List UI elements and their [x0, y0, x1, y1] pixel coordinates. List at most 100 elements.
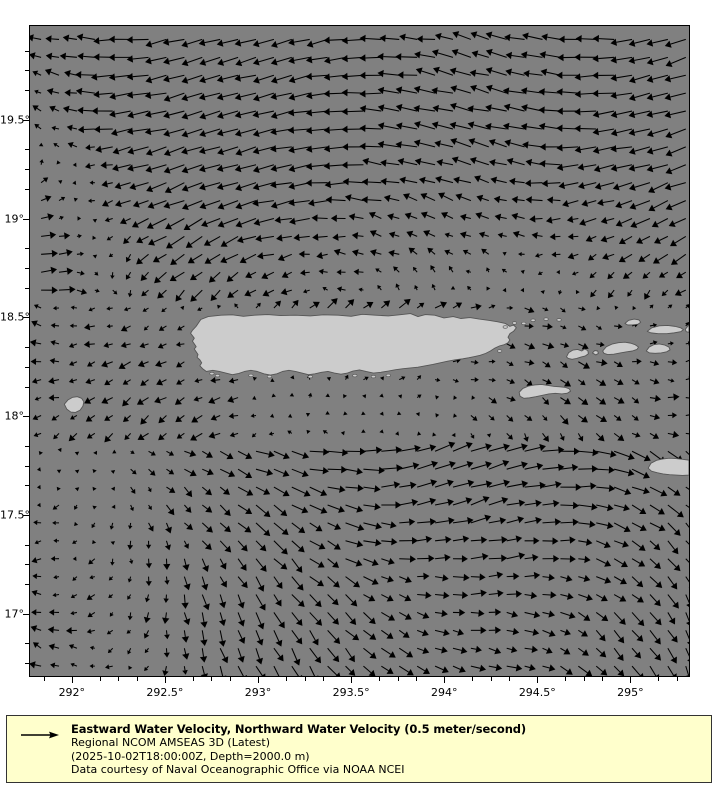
current-vector-arrow	[252, 128, 275, 137]
current-vector-arrow	[435, 395, 440, 400]
current-vector-arrow	[85, 415, 96, 422]
x-axis-label: 294°	[430, 686, 458, 699]
current-vector-arrow	[261, 271, 275, 280]
current-vector-arrow	[84, 162, 95, 170]
current-vector-arrow	[163, 128, 185, 137]
current-vector-arrow	[539, 51, 561, 59]
current-vector-arrow	[665, 128, 686, 139]
y-axis-minor-tick	[25, 663, 29, 665]
current-vector-arrow	[110, 128, 131, 137]
current-vector-arrow	[592, 71, 615, 80]
x-axis-minor-tick	[285, 677, 287, 681]
current-vector-arrow	[452, 460, 474, 470]
current-vector-arrow	[665, 164, 686, 175]
current-vector-arrow	[618, 235, 633, 245]
y-axis-minor-tick	[25, 643, 29, 645]
current-vector-arrow	[270, 38, 292, 48]
current-vector-arrow	[235, 200, 257, 210]
current-vector-arrow	[607, 271, 615, 280]
current-vector-arrow	[148, 235, 167, 246]
current-vector-arrow	[664, 182, 686, 191]
current-vector-arrow	[648, 200, 669, 212]
current-vector-arrow	[631, 522, 647, 532]
current-vector-arrow	[34, 89, 42, 95]
current-vector-arrow	[77, 52, 95, 61]
current-vector-arrow	[166, 450, 175, 456]
current-vector-arrow	[176, 379, 185, 385]
current-vector-arrow	[667, 576, 678, 590]
current-vector-arrow	[56, 469, 62, 474]
current-vector-arrow	[33, 520, 42, 526]
y-axis-minor-tick	[25, 445, 29, 447]
current-vector-arrow	[470, 31, 489, 40]
current-vector-arrow	[122, 379, 131, 385]
current-vector-arrow	[520, 51, 543, 59]
current-vector-arrow	[345, 665, 356, 676]
current-vector-arrow	[253, 217, 275, 226]
current-vector-arrow	[452, 497, 473, 506]
current-vector-arrow	[164, 182, 185, 194]
current-vector-arrow	[415, 412, 420, 417]
current-vector-arrow	[470, 609, 485, 617]
y-axis-minor-tick	[25, 584, 29, 586]
current-vector-arrow	[183, 486, 193, 498]
current-vector-arrow	[201, 486, 212, 496]
current-vector-arrow	[488, 536, 508, 544]
current-vector-arrow	[379, 34, 400, 43]
current-vector-arrow	[577, 182, 597, 190]
current-vector-arrow	[76, 251, 84, 257]
current-vector-arrow	[560, 592, 574, 600]
current-vector-arrow	[281, 271, 293, 278]
current-vector-arrow	[644, 289, 651, 300]
current-vector-arrow	[345, 576, 361, 588]
current-vector-arrow	[127, 648, 132, 655]
current-vector-arrow	[140, 415, 149, 425]
current-vector-arrow	[452, 555, 468, 563]
current-vector-arrow	[470, 496, 490, 506]
current-vector-arrow	[291, 558, 303, 573]
current-vector-arrow	[36, 484, 41, 490]
current-vector-arrow	[148, 522, 154, 532]
current-vector-arrow	[176, 432, 185, 439]
current-vector-arrow	[610, 56, 633, 64]
x-axis-label: 294.5°	[518, 686, 556, 699]
current-vector-arrow	[434, 665, 449, 674]
current-vector-arrow	[506, 646, 518, 654]
current-vector-arrow	[58, 196, 66, 202]
current-vector-arrow	[381, 611, 396, 621]
current-vector-arrow	[434, 479, 454, 488]
current-vector-arrow	[95, 145, 113, 153]
current-vector-arrow	[50, 322, 60, 329]
current-vector-arrow	[239, 253, 257, 264]
current-vector-arrow	[631, 397, 640, 404]
y-axis-minor-tick	[25, 544, 29, 546]
current-vector-arrow	[614, 504, 630, 512]
current-vector-arrow	[450, 85, 472, 94]
current-vector-arrow	[119, 217, 131, 225]
current-vector-arrow	[416, 611, 430, 619]
current-vector-arrow	[74, 451, 80, 456]
current-vector-arrow	[452, 535, 470, 543]
current-vector-arrow	[273, 576, 283, 589]
plot-area[interactable]	[29, 25, 690, 677]
current-vector-arrow	[182, 558, 190, 571]
current-vector-arrow	[342, 143, 364, 151]
current-vector-arrow	[667, 612, 676, 625]
current-vector-arrow	[542, 610, 556, 618]
current-vector-arrow	[524, 571, 541, 580]
current-vector-arrow	[417, 518, 437, 526]
current-vector-arrow	[288, 92, 310, 101]
current-vector-arrow	[667, 558, 681, 572]
current-vector-arrow	[417, 460, 439, 470]
current-vector-arrow	[94, 125, 113, 134]
current-vector-arrow	[538, 88, 561, 96]
current-vector-arrow	[578, 612, 591, 621]
current-vector-arrow	[397, 71, 418, 79]
current-vector-arrow	[362, 157, 382, 166]
current-vector-arrow	[574, 90, 597, 98]
current-vector-arrow	[219, 450, 234, 460]
current-vector-arrow	[363, 647, 377, 659]
current-vector-arrow	[165, 218, 185, 230]
current-vector-arrow	[181, 74, 203, 84]
current-vector-arrow	[70, 594, 78, 599]
